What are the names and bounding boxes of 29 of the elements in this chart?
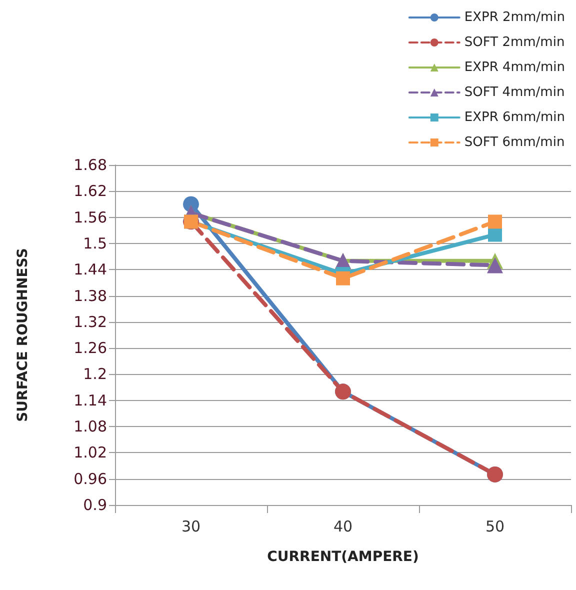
y-tick-label: 1.14	[74, 391, 107, 410]
legend-label: SOFT 4mm/min	[464, 85, 565, 100]
legend-label: SOFT 6mm/min	[464, 135, 565, 150]
legend-label: SOFT 2mm/min	[464, 35, 565, 50]
y-tick-label: 0.9	[83, 496, 107, 514]
legend-label: EXPR 4mm/min	[464, 60, 566, 75]
y-tick-label: 1.56	[74, 208, 107, 226]
x-tick-label: 50	[485, 518, 505, 536]
legend-label: EXPR 6mm/min	[464, 110, 566, 125]
y-tick-label: 1.68	[74, 156, 107, 174]
x-tick-label: 30	[181, 518, 201, 536]
point	[488, 214, 502, 229]
y-axis-title: SURFACE ROUGHNESS	[15, 248, 31, 422]
x-axis-title: CURRENT(AMPERE)	[267, 549, 419, 565]
y-tick-label: 1.32	[74, 312, 107, 331]
point	[336, 271, 350, 286]
y-tick-label: 1.38	[74, 286, 107, 305]
y-tick-label: 0.96	[74, 470, 107, 488]
y-tick-label: 1.02	[74, 444, 107, 462]
point	[487, 257, 503, 274]
y-tick-label: 1.5	[83, 234, 107, 252]
legend-label: EXPR 2mm/min	[464, 10, 566, 25]
y-tick-label: 1.62	[74, 182, 107, 200]
point	[488, 228, 502, 242]
y-tick-label: 1.26	[74, 339, 107, 358]
y-tick-label: 1.08	[74, 418, 107, 436]
x-tick-label: 40	[333, 518, 353, 536]
y-tick-label: 1.44	[74, 260, 107, 279]
y-tick-label: 1.2	[83, 365, 107, 384]
